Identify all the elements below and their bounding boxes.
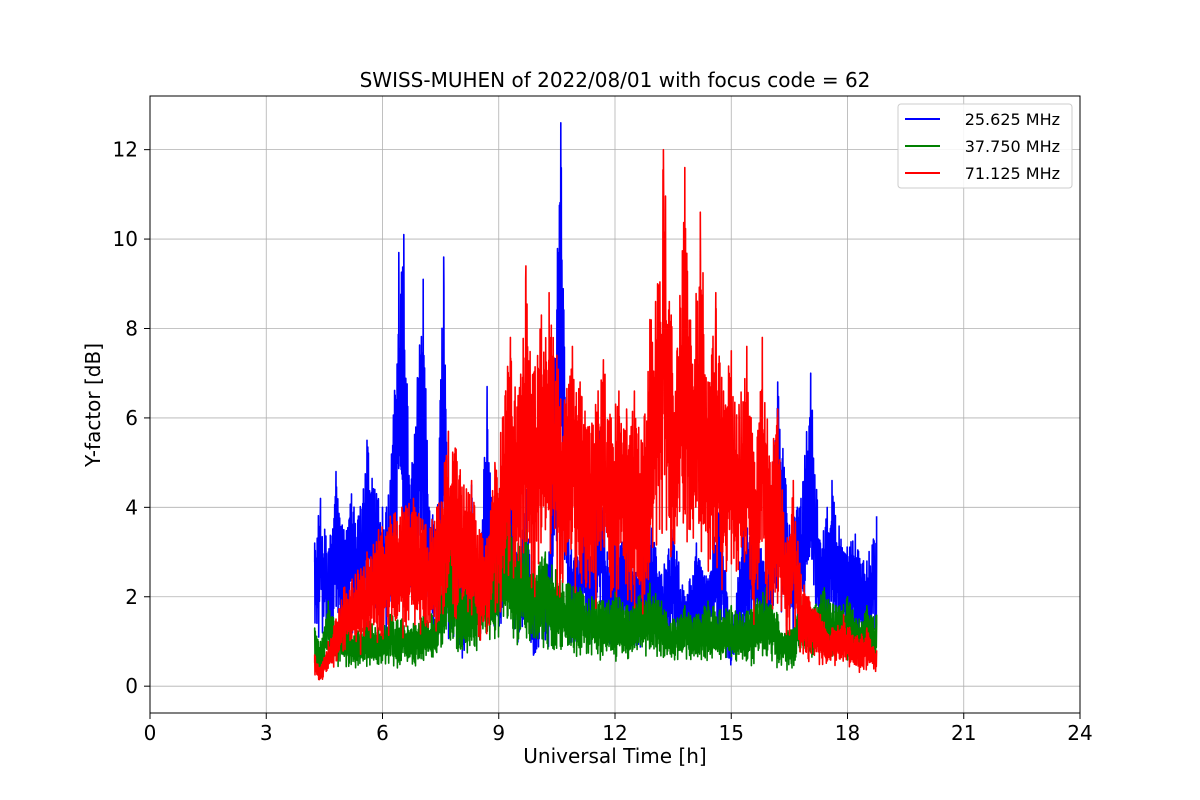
- x-tick-label: 9: [492, 721, 505, 745]
- x-axis-label: Universal Time [h]: [523, 744, 706, 768]
- y-tick-label: 4: [125, 495, 138, 519]
- y-tick-label: 2: [125, 585, 138, 609]
- x-tick-label: 3: [260, 721, 273, 745]
- y-tick-label: 0: [125, 674, 138, 698]
- y-tick-label: 8: [125, 316, 138, 340]
- series-layer: [313, 122, 878, 681]
- legend-label: 71.125 MHz: [965, 164, 1060, 183]
- x-tick-label: 12: [602, 721, 627, 745]
- x-tick-label: 0: [144, 721, 157, 745]
- x-tick-label: 15: [719, 721, 744, 745]
- x-tick-label: 18: [835, 721, 860, 745]
- series-line-3: [313, 148, 878, 681]
- chart-title: SWISS-MUHEN of 2022/08/01 with focus cod…: [360, 68, 871, 92]
- x-tick-label: 6: [376, 721, 389, 745]
- x-tick-label: 21: [951, 721, 976, 745]
- legend: 25.625 MHz 37.750 MHz 71.125 MHz: [897, 103, 1073, 189]
- legend-label: 37.750 MHz: [965, 137, 1060, 156]
- legend-box: [897, 103, 1073, 189]
- y-tick-label: 6: [125, 406, 138, 430]
- legend-entries: 25.625 MHz 37.750 MHz 71.125 MHz: [905, 110, 1060, 183]
- y-tick-label: 10: [113, 227, 138, 251]
- y-tick-label: 12: [113, 138, 138, 162]
- x-tick-label: 24: [1067, 721, 1092, 745]
- y-axis-label: Y-factor [dB]: [81, 343, 105, 468]
- legend-label: 25.625 MHz: [965, 110, 1060, 129]
- series-line-2: [313, 502, 878, 671]
